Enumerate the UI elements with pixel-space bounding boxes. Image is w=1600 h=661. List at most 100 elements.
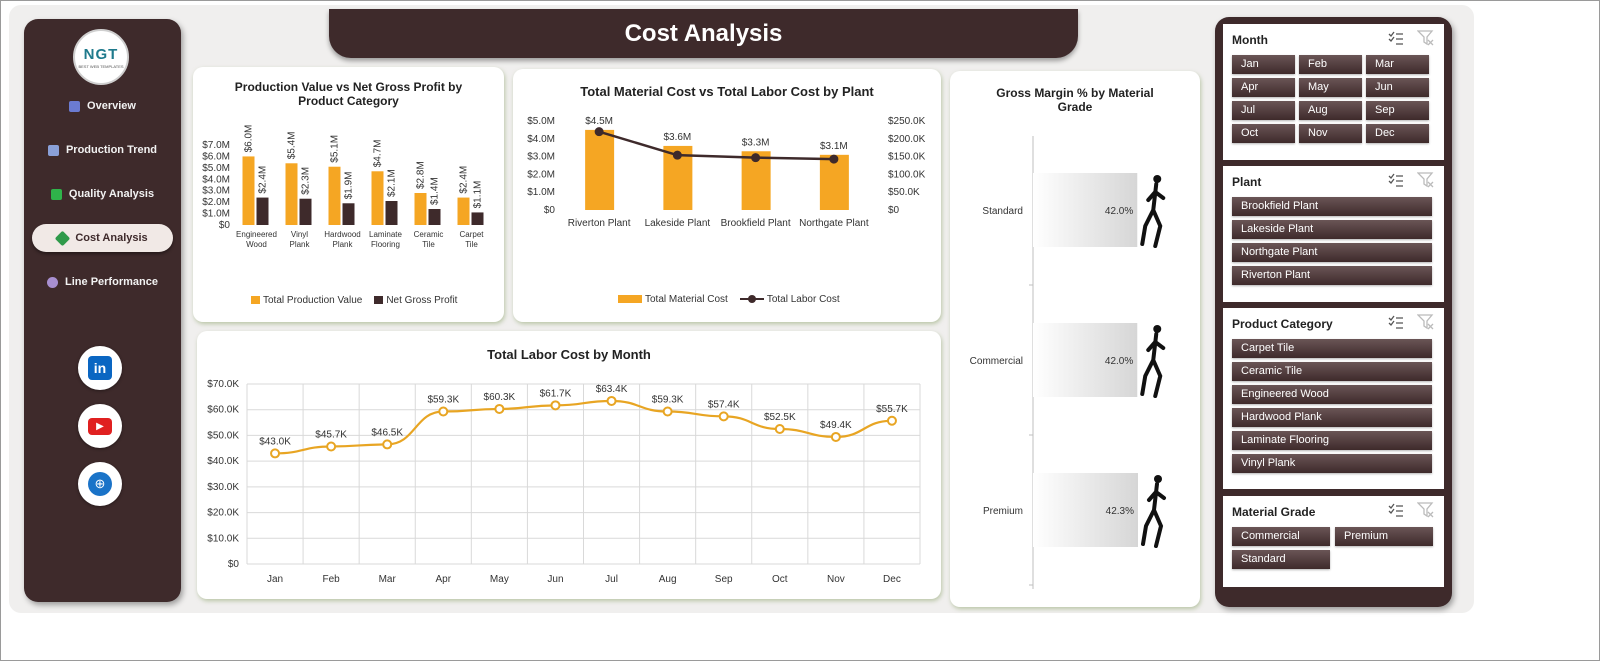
- slicer-item[interactable]: Premium: [1335, 527, 1433, 546]
- slicer-item[interactable]: Hardwood Plank: [1232, 408, 1432, 427]
- line-point[interactable]: [494, 403, 505, 414]
- y-tick-label: $60.0K: [207, 405, 239, 416]
- line-point[interactable]: [718, 411, 729, 422]
- y-tick-label: $5.0M: [527, 116, 555, 127]
- slicer-item[interactable]: Nov: [1299, 124, 1362, 143]
- sidebar: NGT BEST WEB TEMPLATES Overview Producti…: [24, 19, 181, 602]
- bar[interactable]: [471, 212, 484, 225]
- legend-item: Total Material Cost: [618, 294, 728, 305]
- nav-overview[interactable]: Overview: [32, 92, 173, 120]
- slicer-item[interactable]: Oct: [1232, 124, 1295, 143]
- nav-quality-analysis[interactable]: Quality Analysis: [32, 180, 173, 208]
- slicer-item[interactable]: Sep: [1366, 101, 1429, 120]
- slicer-item[interactable]: Jan: [1232, 55, 1295, 74]
- bar[interactable]: [342, 203, 355, 225]
- multi-select-icon[interactable]: [1388, 30, 1404, 46]
- slicer-item[interactable]: Lakeside Plant: [1232, 220, 1432, 239]
- slicer-item[interactable]: Jul: [1232, 101, 1295, 120]
- line-point[interactable]: [829, 154, 839, 164]
- y-tick-label: Standard: [982, 206, 1023, 217]
- linkedin-button[interactable]: in: [78, 346, 122, 390]
- bar[interactable]: [428, 209, 441, 225]
- bar[interactable]: [242, 156, 255, 225]
- check-box-icon: [50, 188, 62, 200]
- slicer-item[interactable]: Northgate Plant: [1232, 243, 1432, 262]
- website-button[interactable]: ⊕: [78, 462, 122, 506]
- clear-filter-icon[interactable]: [1417, 172, 1434, 188]
- bar[interactable]: [285, 163, 298, 225]
- bar[interactable]: [414, 193, 427, 225]
- slicer-item[interactable]: Jun: [1366, 78, 1429, 97]
- multi-select-icon[interactable]: [1388, 314, 1404, 330]
- slicer-item[interactable]: Aug: [1299, 101, 1362, 120]
- clear-filter-icon[interactable]: [1417, 502, 1434, 518]
- line-point[interactable]: [774, 424, 785, 434]
- bar[interactable]: [328, 166, 341, 225]
- bar[interactable]: [385, 201, 398, 225]
- clear-filter-icon[interactable]: [1417, 314, 1434, 330]
- x-tick-label: Flooring: [371, 240, 400, 249]
- x-tick-label: Mar: [379, 574, 397, 585]
- slicer-item[interactable]: Engineered Wood: [1232, 385, 1432, 404]
- bar[interactable]: [1033, 473, 1138, 547]
- multi-select-icon[interactable]: [1388, 502, 1404, 518]
- line-point[interactable]: [382, 439, 393, 450]
- slicer-item[interactable]: Feb: [1299, 55, 1362, 74]
- x-tick-label: Carpet: [459, 230, 484, 239]
- globe-icon: ⊕: [88, 472, 112, 496]
- line-point[interactable]: [672, 150, 682, 160]
- multi-select-icon[interactable]: [1388, 172, 1404, 188]
- slicer-item[interactable]: Mar: [1366, 55, 1429, 74]
- y-tick-label: $0: [219, 220, 231, 231]
- x-tick-label: Hardwood: [324, 230, 360, 239]
- line-point[interactable]: [438, 406, 449, 417]
- slicer-item[interactable]: May: [1299, 78, 1362, 97]
- slicer-title: Product Category: [1232, 317, 1333, 331]
- data-label: $63.4K: [596, 384, 628, 395]
- nav-label: Overview: [87, 100, 136, 112]
- line-point[interactable]: [886, 415, 897, 426]
- bar[interactable]: [299, 198, 312, 225]
- slicer-item[interactable]: Dec: [1366, 124, 1429, 143]
- slicer-item[interactable]: Laminate Flooring: [1232, 431, 1432, 450]
- line-point[interactable]: [550, 400, 561, 411]
- bar[interactable]: [1033, 323, 1138, 397]
- bar[interactable]: [1033, 173, 1138, 247]
- nav-production-trend[interactable]: Production Trend: [32, 136, 173, 164]
- bar[interactable]: [371, 171, 384, 225]
- slicer-item[interactable]: Ceramic Tile: [1232, 362, 1432, 381]
- x-tick-label: Vinyl: [291, 230, 308, 239]
- linkedin-icon: in: [88, 356, 112, 380]
- slicer-tools: [1388, 30, 1434, 46]
- bar[interactable]: [256, 197, 269, 225]
- bar[interactable]: [585, 129, 615, 210]
- bar[interactable]: [819, 154, 849, 210]
- line-point[interactable]: [662, 406, 673, 417]
- slicer-item[interactable]: Standard: [1232, 550, 1330, 569]
- slicer-item[interactable]: Apr: [1232, 78, 1295, 97]
- data-label: $46.5K: [371, 427, 403, 438]
- y-tick-label: $5.0M: [202, 163, 230, 174]
- line-chart-icon: [47, 144, 59, 156]
- clear-filter-icon[interactable]: [1417, 30, 1434, 46]
- nav-cost-analysis[interactable]: Cost Analysis: [32, 224, 173, 252]
- line-point[interactable]: [326, 441, 337, 452]
- slicer-item[interactable]: Brookfield Plant: [1232, 197, 1432, 216]
- line-point[interactable]: [830, 431, 841, 442]
- slicer-item[interactable]: Vinyl Plank: [1232, 454, 1432, 473]
- line-point[interactable]: [594, 127, 604, 137]
- line-point[interactable]: [751, 153, 761, 163]
- page-title: Cost Analysis: [624, 19, 783, 47]
- x-tick-label: Plank: [289, 240, 310, 249]
- line-point[interactable]: [270, 448, 281, 459]
- x-tick-label: Dec: [883, 574, 901, 585]
- slicer-item[interactable]: Riverton Plant: [1232, 266, 1432, 285]
- slicer-item[interactable]: Commercial: [1232, 527, 1330, 546]
- youtube-button[interactable]: ▶: [78, 404, 122, 448]
- line-point[interactable]: [606, 395, 617, 406]
- x-tick-label: Tile: [422, 240, 435, 249]
- slicer-item[interactable]: Carpet Tile: [1232, 339, 1432, 358]
- bar[interactable]: [457, 197, 470, 225]
- data-label: $2.4M: [258, 166, 269, 194]
- nav-line-performance[interactable]: Line Performance: [32, 268, 173, 296]
